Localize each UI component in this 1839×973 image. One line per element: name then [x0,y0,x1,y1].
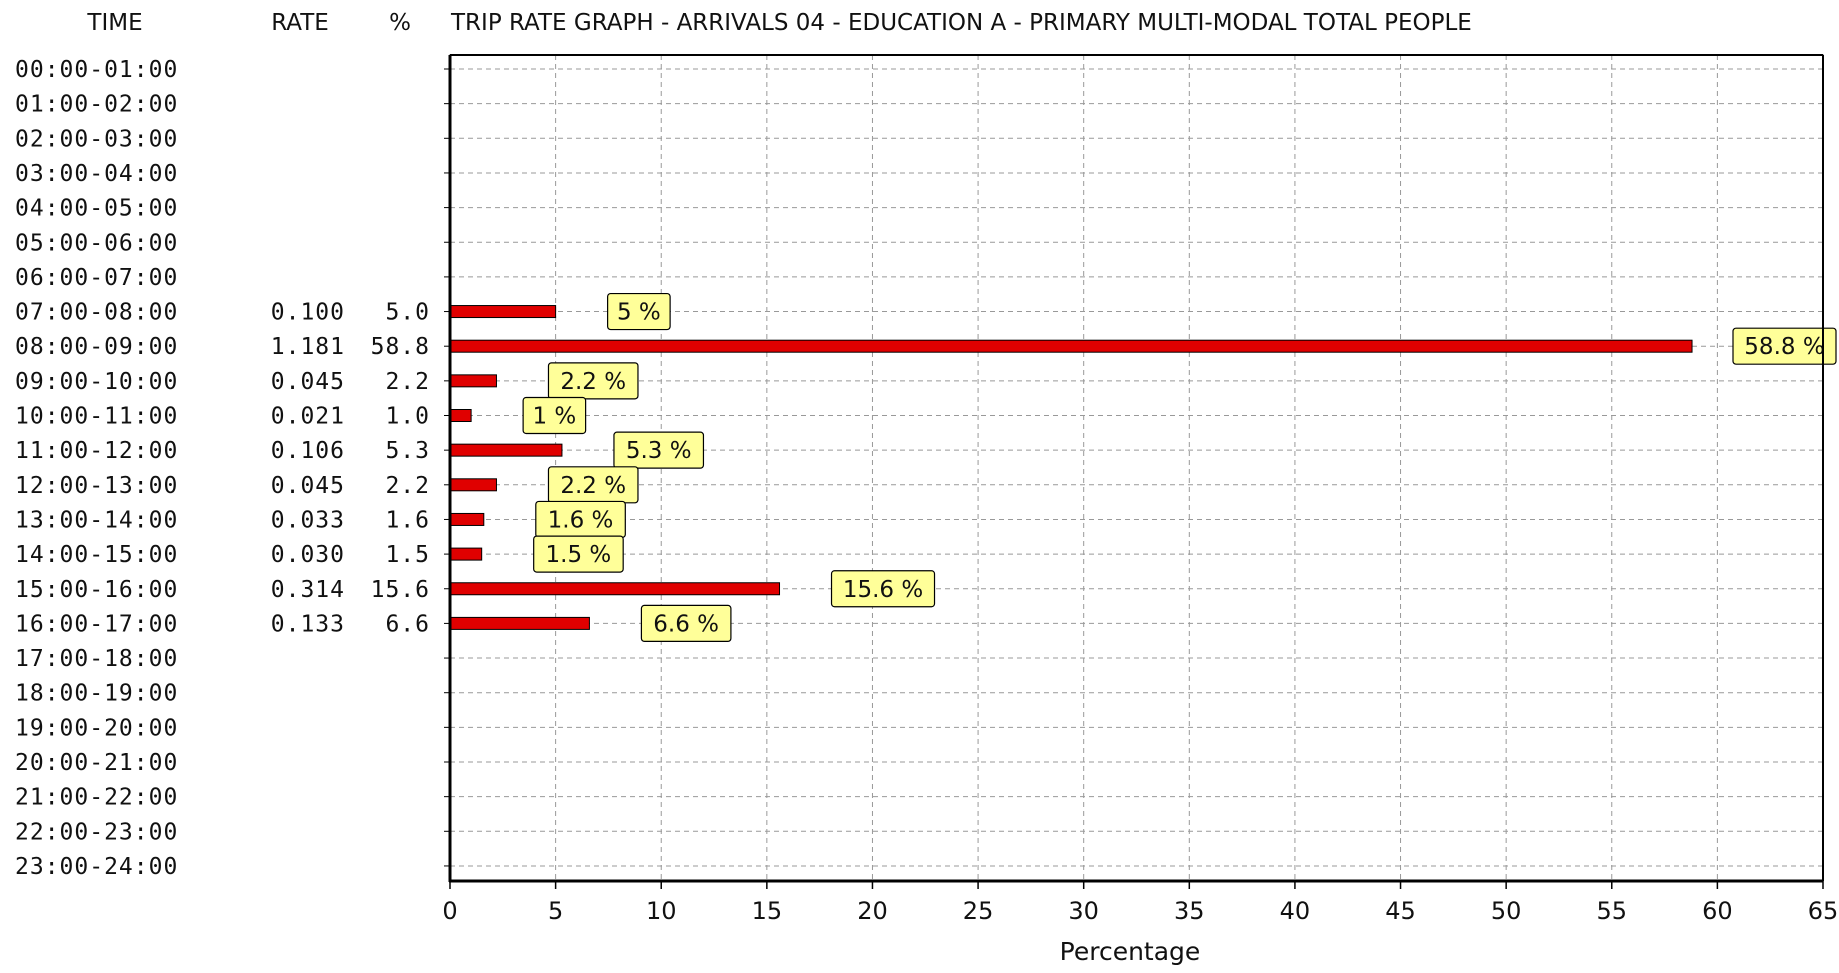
row-time-label: 02:00-03:00 [15,126,178,152]
callout-box [522,396,587,435]
bar [449,374,497,388]
callout-box [607,292,671,331]
row-time-label: 16:00-17:00 [15,611,178,637]
row-time-label: 10:00-11:00 [15,404,178,430]
x-tick-label: 15 [752,897,783,925]
row-time-label: 12:00-13:00 [15,473,178,499]
callout-box [1732,327,1837,365]
header-percent: % [389,10,411,36]
x-tick-label: 35 [1174,897,1205,925]
callout-box [547,362,639,400]
row-rate-value: 0.100 [271,300,345,326]
x-tick-label: 5 [548,897,563,925]
x-tick-label: 65 [1808,897,1839,925]
row-time-label: 07:00-08:00 [15,300,178,326]
header-rate: RATE [271,10,329,36]
row-percent-value: 5.3 [385,438,430,464]
callout-label: 1.5 % [546,542,612,568]
row-percent-value: 15.6 [371,577,430,603]
x-tick-label: 50 [1491,897,1522,925]
row-rate-value: 0.133 [271,611,345,637]
row-labels-layer: 00:00-01:00 01:00-02:00 02:00-03:00 03:00-0… [15,57,430,880]
row-percent-value: 6.6 [385,611,430,637]
header-time: TIME [86,10,142,36]
callout-label: 2.2 % [560,369,626,395]
row-percent-value: 2.2 [385,369,430,395]
row-time-label: 11:00-12:00 [15,438,178,464]
x-tick-label: 25 [963,897,994,925]
row-rate-value: 0.045 [271,473,345,499]
x-axis-title: Percentage [1060,937,1201,966]
row-time-label: 03:00-04:00 [15,161,178,187]
x-tick-label: 0 [442,897,457,925]
callout-box [640,604,732,643]
row-rate-value: 0.314 [271,577,345,603]
bar [449,547,483,561]
row-time-label: 21:00-22:00 [15,785,178,811]
row-time-label: 05:00-06:00 [15,230,178,256]
bar [449,443,563,457]
callout-box [830,570,936,608]
row-time-label: 17:00-18:00 [15,646,178,672]
row-time-label: 23:00-24:00 [15,854,178,880]
x-tick-label: 60 [1702,897,1733,925]
callout-label: 6.6 % [653,611,719,637]
row-time-label: 15:00-16:00 [15,577,178,603]
callout-box [533,535,624,573]
row-time-label: 00:00-01:00 [15,57,178,83]
callout-box [613,431,705,469]
row-percent-value: 5.0 [385,300,430,326]
bar [449,478,497,492]
callout-label: 1 % [532,404,576,430]
row-rate-value: 1.181 [271,334,345,360]
bar [449,339,1693,353]
row-time-label: 06:00-07:00 [15,265,178,291]
x-tick-label: 40 [1280,897,1311,925]
x-tick-label: 20 [857,897,888,925]
callout-label: 5 % [617,300,661,326]
row-percent-value: 1.6 [385,507,430,533]
row-time-label: 13:00-14:00 [15,507,178,533]
row-time-label: 04:00-05:00 [15,196,178,222]
row-time-label: 01:00-02:00 [15,92,178,118]
bar [449,512,485,526]
chart-title: TRIP RATE GRAPH - ARRIVALS 04 - EDUCATIO… [450,10,1472,36]
callout-label: 5.3 % [626,438,692,464]
callout-label: 58.8 % [1744,334,1824,360]
x-tick-label: 30 [1068,897,1099,925]
x-tick-label: 45 [1385,897,1416,925]
row-time-label: 14:00-15:00 [15,542,178,568]
callout-label: 15.6 % [843,577,923,603]
callouts-layer: 5 %58.8 %2.2 %1 %5.3 %2.2 %1.6 %1.5 %15.… [522,292,1837,643]
row-rate-value: 0.045 [271,369,345,395]
bars-layer [449,305,1693,630]
row-percent-value: 1.0 [385,404,430,430]
row-rate-value: 0.106 [271,438,345,464]
bar [449,409,472,422]
row-time-label: 20:00-21:00 [15,750,178,776]
axis-layer: 0 5 10 15 20 25 30 35 40 45 50 55 60 65 [442,54,1839,925]
row-time-label: 08:00-09:00 [15,334,178,360]
row-rate-value: 0.021 [271,404,345,430]
x-tick-label: 55 [1596,897,1627,925]
callout-label: 2.2 % [560,473,626,499]
row-rate-value: 0.033 [271,507,345,533]
bar [449,305,557,319]
bar [449,616,590,630]
callout-label: 1.6 % [548,507,614,533]
row-percent-value: 58.8 [371,334,430,360]
row-rate-value: 0.030 [271,542,345,568]
row-time-label: 09:00-10:00 [15,369,178,395]
row-percent-value: 2.2 [385,473,430,499]
row-time-label: 18:00-19:00 [15,681,178,707]
row-time-label: 22:00-23:00 [15,819,178,845]
x-tick-label: 10 [646,897,677,925]
row-percent-value: 1.5 [385,542,430,568]
row-time-label: 19:00-20:00 [15,715,178,741]
bar [449,582,781,596]
